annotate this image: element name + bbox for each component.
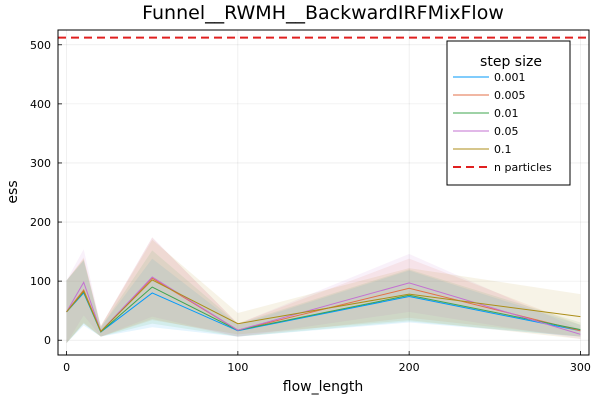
series-line-0.05 [66,276,581,335]
series-line-0.005 [66,277,581,333]
series-line-0.1 [66,279,581,333]
plot-frame [57,29,590,356]
x-tick-label: 100 [227,361,248,374]
legend-items: 0.001 0.005 0.01 0.05 0.1 n particles [453,71,552,174]
confidence-band-0.1 [66,239,581,344]
legend-label: n particles [494,161,552,174]
y-ticks: 0 100 200 300 400 500 [30,39,62,347]
legend-label: 0.01 [494,107,519,120]
y-tick-label: 400 [30,98,51,111]
x-axis-label: flow_length [283,379,363,395]
legend-title: step size [480,54,542,70]
x-ticks: 0 100 200 300 [63,351,591,374]
series-lines [66,276,581,335]
legend-label: 0.05 [494,125,519,138]
y-axis-label: ess [5,180,21,203]
y-tick-label: 200 [30,216,51,229]
y-tick-label: 0 [44,334,51,347]
x-tick-label: 300 [570,361,591,374]
confidence-band-0.001 [66,258,581,344]
legend-label: 0.001 [494,71,526,84]
legend: step size 0.001 0.005 0.01 0.05 0.1 n particl… [446,40,571,186]
legend-label: 0.1 [494,143,512,156]
x-tick-label: 200 [399,361,420,374]
y-tick-label: 300 [30,157,51,170]
confidence-bands [66,237,581,344]
confidence-band-0.05 [66,237,581,344]
confidence-band-0.005 [66,237,581,344]
y-tick-label: 500 [30,39,51,52]
x-tick-label: 0 [63,361,70,374]
y-tick-label: 100 [30,275,51,288]
confidence-band-0.01 [66,250,581,344]
legend-label: 0.005 [494,89,526,102]
chart-title: Funnel__RWMH__BackwardIRFMixFlow [142,2,504,24]
